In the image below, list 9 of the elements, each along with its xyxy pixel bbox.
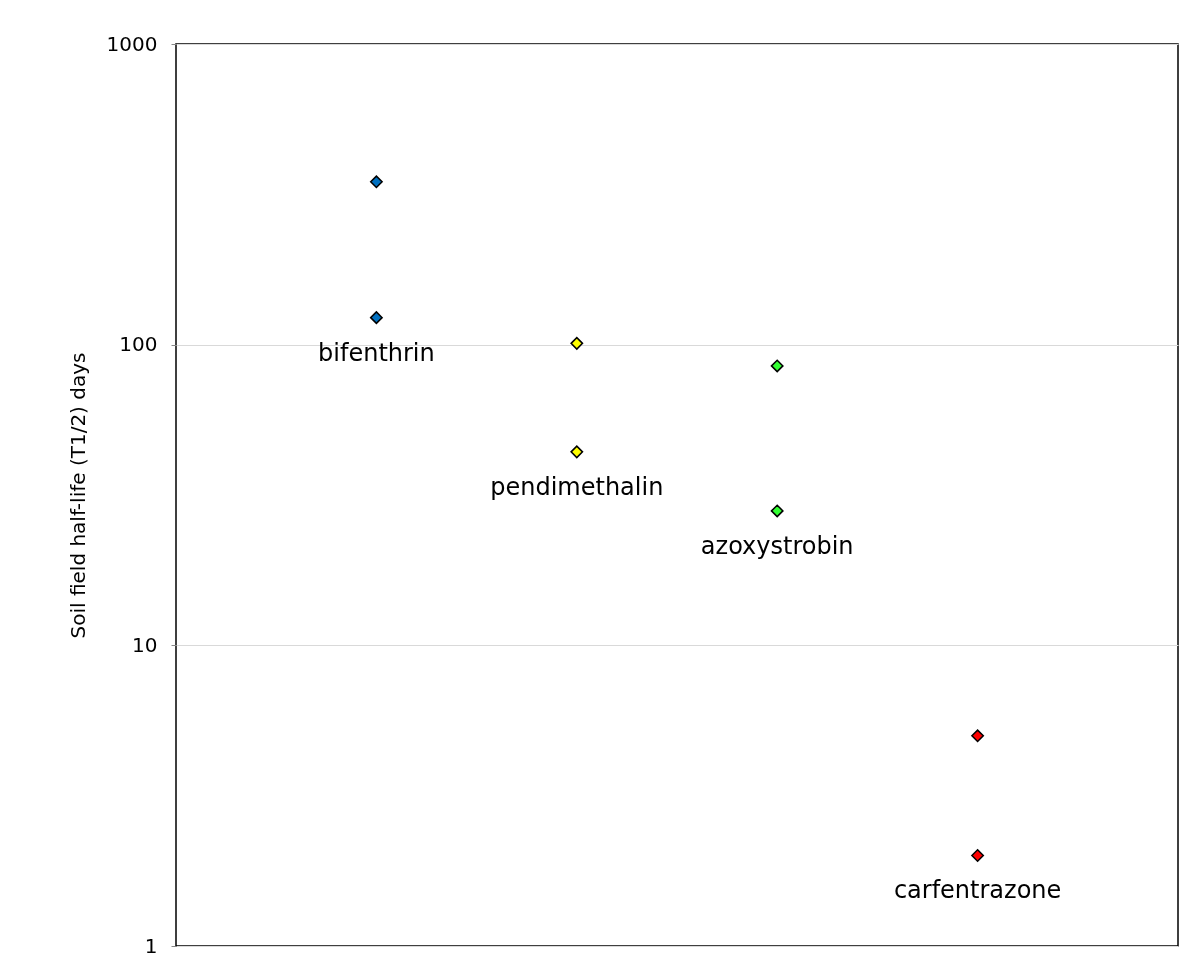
y-tick-label: 1	[144, 933, 158, 958]
y-tick-label: 100	[119, 332, 158, 357]
y-tick-label: 1000	[106, 31, 158, 56]
annotation: carfentrazone	[893, 876, 1062, 905]
y-tick-label: 10	[132, 632, 158, 657]
y-axis-title: Soil field half-life (T1/2) days	[65, 352, 90, 639]
annotation: bifenthrin	[318, 338, 435, 367]
annotation: azoxystrobin	[700, 531, 854, 560]
annotation: pendimethalin	[490, 472, 664, 501]
